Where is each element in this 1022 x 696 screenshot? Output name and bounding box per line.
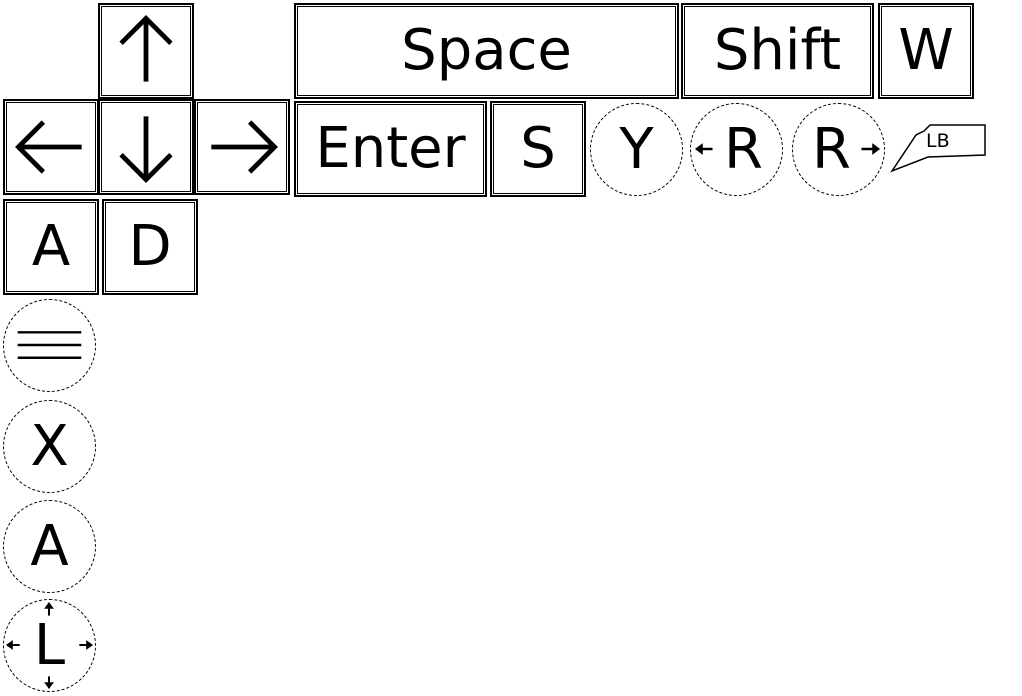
menu-button[interactable] (3, 299, 96, 392)
left-stick-button[interactable]: L (3, 599, 96, 692)
lb-button[interactable]: LB (888, 121, 988, 175)
a-key[interactable]: A (3, 199, 99, 295)
arrow-left-key[interactable] (3, 99, 99, 195)
shift-key-label: Shift (713, 18, 842, 83)
arrow-up-icon (119, 15, 173, 82)
arrow-left-icon (15, 120, 82, 174)
r-right-button-label: R (812, 116, 851, 182)
arrow-up-key[interactable] (98, 3, 194, 99)
space-key-label: Space (401, 18, 572, 83)
d-key-label: D (128, 214, 172, 279)
enter-key[interactable]: Enter (294, 101, 487, 197)
enter-key-label: Enter (315, 116, 466, 181)
shift-key[interactable]: Shift (681, 3, 874, 99)
arrow-right-key[interactable] (194, 99, 290, 195)
w-key[interactable]: W (878, 3, 974, 99)
arrow-right-icon (861, 143, 881, 155)
x-button-label: X (30, 413, 69, 479)
arrow-down-key[interactable] (98, 99, 194, 195)
x-button[interactable]: X (3, 400, 96, 493)
a-key-label: A (31, 214, 71, 279)
s-key[interactable]: S (490, 101, 586, 197)
arrow-right-icon (211, 120, 278, 174)
arrow-down-icon (119, 116, 173, 183)
a-button-label: A (30, 513, 69, 579)
y-button[interactable]: Y (590, 103, 683, 196)
space-key[interactable]: Space (294, 3, 679, 99)
lb-button-label: LB (926, 130, 950, 152)
w-key-label: W (898, 18, 954, 83)
menu-icon (17, 331, 82, 359)
a-button[interactable]: A (3, 500, 96, 593)
r-right-button[interactable]: R (792, 103, 885, 196)
four-way-arrows-icon (5, 601, 94, 690)
y-button-label: Y (619, 116, 654, 182)
s-key-label: S (520, 116, 556, 181)
d-key[interactable]: D (102, 199, 198, 295)
r-left-button-label: R (724, 116, 763, 182)
left-stick-label: L (33, 612, 66, 678)
arrow-left-icon (694, 143, 713, 155)
r-left-button[interactable]: R (690, 103, 783, 196)
lb-trigger-icon (890, 124, 986, 173)
